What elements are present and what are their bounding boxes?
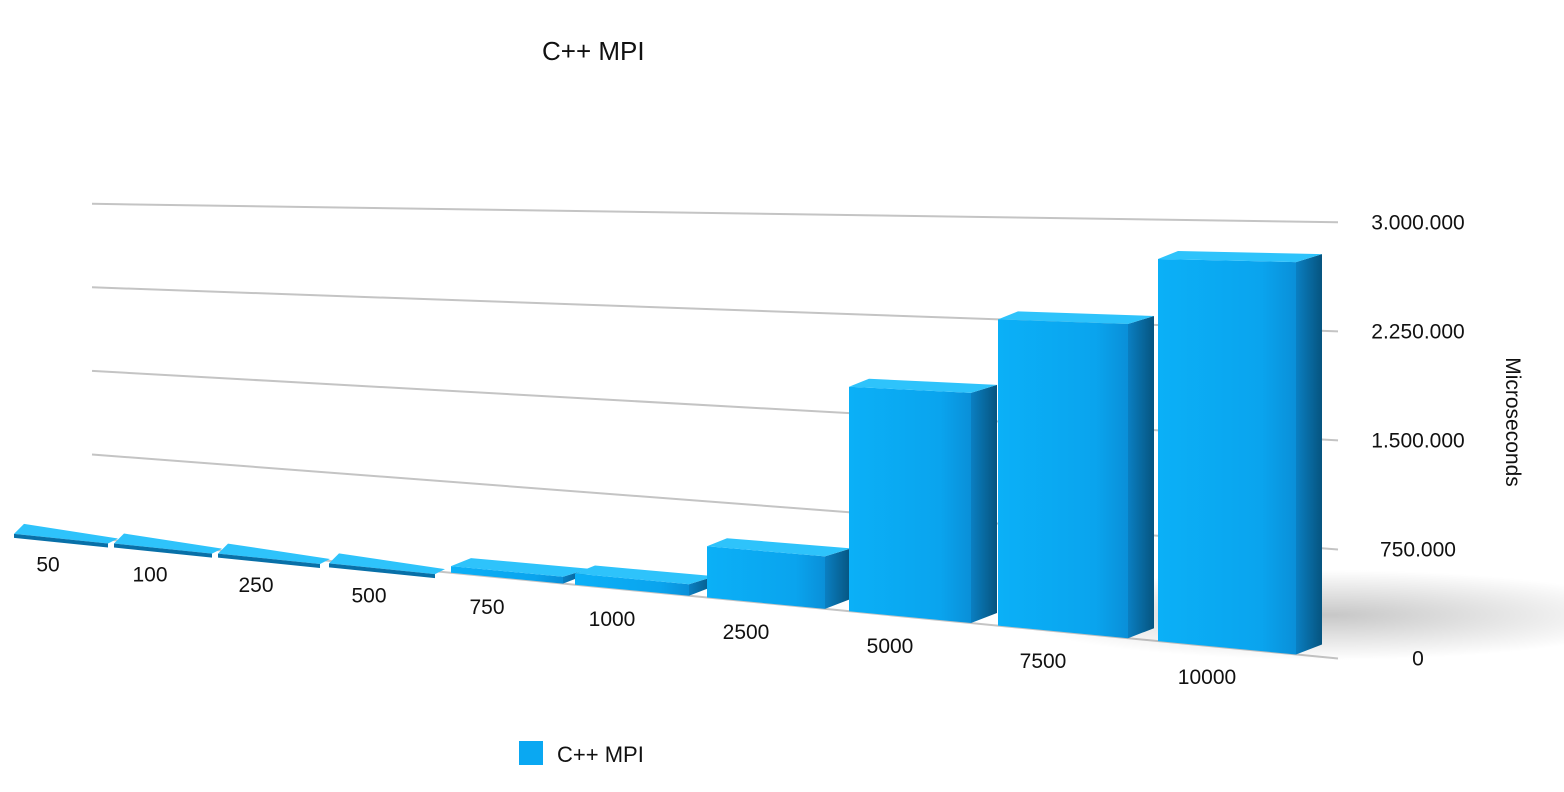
bar-top-face [14, 523, 118, 544]
bar-front-face [707, 546, 825, 609]
bar-top-face [218, 543, 330, 565]
y-tick-label: 3.000.000 [1371, 211, 1464, 234]
bar-front-face [575, 573, 689, 596]
legend-swatch [519, 741, 543, 765]
bar-side-face [1296, 254, 1322, 655]
bar [218, 543, 330, 569]
x-axis-tick-labels: 50 100 250 500 750 1000 2500 5000 7500 10000 [36, 554, 1236, 689]
y-tick-label: 2.250.000 [1371, 320, 1464, 343]
bar [1158, 250, 1322, 655]
bars [14, 250, 1322, 655]
bar-top-face [707, 538, 851, 557]
y-tick-label: 750.000 [1380, 539, 1456, 562]
legend: C++ MPI [519, 741, 644, 767]
bar-top-face [329, 553, 445, 575]
bar-top-face [849, 378, 997, 393]
x-tick-label: 100 [132, 564, 167, 587]
bar [575, 565, 715, 596]
x-tick-label: 2500 [723, 621, 770, 644]
bar-side-face [1128, 315, 1154, 639]
x-tick-label: 250 [238, 574, 273, 597]
chart-title: C++ MPI [542, 36, 645, 66]
bar-front-face [1158, 258, 1296, 655]
bar-top-face [451, 558, 589, 577]
x-tick-label: 50 [36, 554, 59, 577]
bar [707, 538, 851, 609]
bar-front-edge [14, 533, 108, 548]
bar-side-face [825, 548, 851, 609]
bar-top-face [1158, 250, 1322, 263]
y-axis-tick-labels: 0 750.000 1.500.000 2.250.000 3.000.000 [1371, 211, 1464, 670]
y-tick-label: 0 [1412, 648, 1424, 671]
x-tick-label: 10000 [1178, 666, 1236, 689]
bar-front-face [451, 566, 563, 584]
bar-top-face [114, 533, 222, 554]
bar [14, 523, 118, 548]
bar-front-edge [218, 553, 320, 569]
x-tick-label: 1000 [589, 608, 636, 631]
y-axis-title: Microseconds [1501, 357, 1524, 487]
x-tick-label: 7500 [1020, 650, 1067, 673]
x-tick-label: 750 [469, 596, 504, 619]
y-tick-label: 1.500.000 [1371, 429, 1464, 452]
x-tick-label: 500 [351, 585, 386, 608]
bar-front-face [849, 386, 971, 624]
bar [114, 533, 222, 558]
gridline [91, 202, 1339, 224]
bar [998, 311, 1154, 639]
bar [329, 553, 445, 579]
bar-top-face [575, 565, 715, 585]
bar-top-face [998, 311, 1154, 324]
x-tick-label: 5000 [867, 635, 914, 658]
bar-front-edge [114, 543, 212, 558]
bar-front-edge [329, 563, 435, 579]
legend-label: C++ MPI [557, 742, 644, 767]
bar [849, 378, 997, 624]
bar-front-face [998, 319, 1128, 639]
bar-side-face [971, 384, 997, 624]
